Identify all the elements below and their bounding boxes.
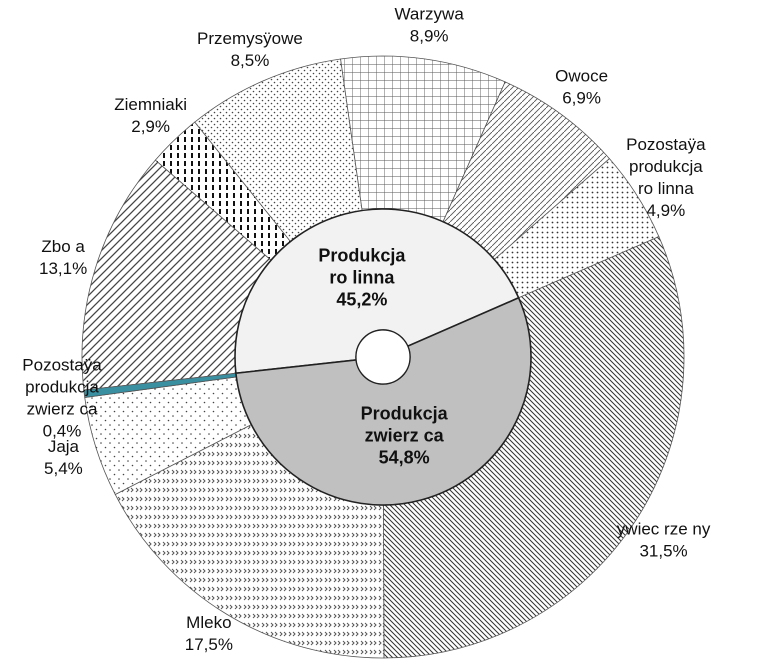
inner-label: Produkcja ro linna — [318, 245, 406, 287]
outer-value-label: 6,9% — [562, 89, 601, 108]
outer-label: Pozostaÿa produkcja ro linna — [626, 135, 706, 198]
inner-label: Produkcja zwierz ca — [361, 404, 449, 446]
outer-label: Zbo a — [41, 237, 85, 256]
hole — [355, 329, 411, 385]
outer-value-label: 4,9% — [646, 201, 685, 220]
outer-label: Mleko — [186, 613, 231, 632]
outer-label: Jaja — [48, 437, 80, 456]
outer-value-label: 17,5% — [185, 635, 233, 654]
outer-value-label: 8,5% — [231, 51, 270, 70]
outer-label: ywiec rze ny — [617, 520, 711, 539]
outer-value-label: 13,1% — [39, 259, 87, 278]
outer-value-label: 5,4% — [44, 459, 83, 478]
outer-label: Ziemniaki — [114, 95, 187, 114]
inner-value-label: 54,8% — [379, 448, 430, 468]
outer-value-label: 2,9% — [131, 117, 170, 136]
outer-value-label: 0,4% — [43, 421, 82, 440]
outer-value-label: 31,5% — [639, 542, 687, 561]
outer-label: Owoce — [555, 67, 608, 86]
outer-label: Pozostaÿa produkcja zwierz ca — [22, 355, 102, 418]
outer-label: Przemysÿowe — [197, 29, 303, 48]
outer-label: Warzywa — [395, 5, 465, 24]
inner-value-label: 45,2% — [336, 289, 387, 309]
outer-value-label: 8,9% — [410, 27, 449, 46]
